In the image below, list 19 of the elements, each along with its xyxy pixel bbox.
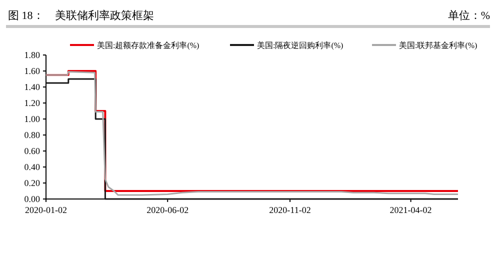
- y-tick-label: 0.60: [24, 146, 40, 156]
- legend-label: 美国:超额存款准备金利率(%): [97, 41, 200, 50]
- y-tick-label: 1.40: [24, 82, 40, 92]
- x-tick-label: 2020-06-02: [146, 205, 189, 215]
- y-tick-label: 1.80: [24, 50, 40, 60]
- y-tick-label: 1.20: [24, 98, 40, 108]
- y-tick-label: 1.60: [24, 66, 40, 76]
- y-tick-label: 0.80: [24, 130, 40, 140]
- y-tick-label: 0.40: [24, 162, 40, 172]
- chart-title: 图 18： 美联储利率政策框架: [8, 9, 154, 22]
- legend-label: 美国:隔夜逆回购利率(%): [257, 41, 344, 50]
- x-tick-label: 2020-11-02: [269, 205, 311, 215]
- y-tick-label: 1.00: [24, 114, 40, 124]
- legend-label: 美国:联邦基金利率(%): [399, 41, 478, 50]
- x-tick-label: 2021-04-02: [390, 205, 432, 215]
- chart-subtitle: 单位：%: [448, 9, 490, 22]
- y-tick-label: 0.00: [24, 194, 40, 204]
- x-tick-label: 2020-01-02: [25, 205, 67, 215]
- y-tick-label: 0.20: [24, 178, 40, 188]
